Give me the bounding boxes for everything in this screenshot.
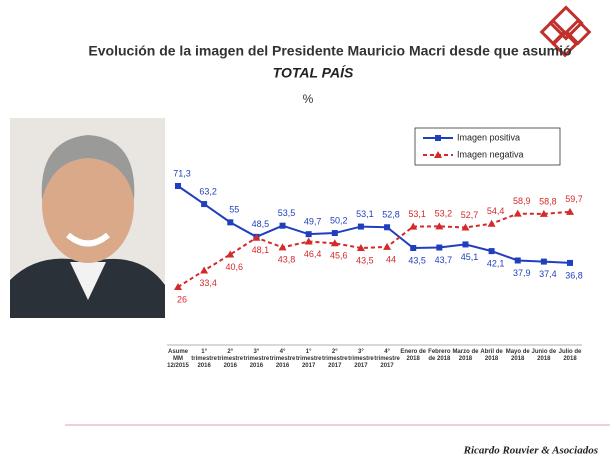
photo (10, 118, 165, 318)
marker (305, 231, 312, 238)
marker (200, 266, 209, 274)
footer: Ricardo Rouvier & Asociados (463, 445, 598, 457)
marker (331, 230, 338, 237)
value-label: 48,5 (252, 219, 270, 229)
value-label: 53,1 (356, 209, 374, 219)
marker (330, 239, 339, 247)
marker (356, 243, 365, 251)
marker (487, 219, 496, 227)
value-label: 26 (177, 294, 187, 304)
x-tick-label: Junio de 2018 (531, 349, 557, 362)
value-label: 71,3 (173, 168, 191, 178)
value-label: 53,5 (278, 208, 296, 218)
marker (410, 244, 417, 251)
value-label: 50,2 (330, 215, 348, 225)
marker (409, 222, 418, 230)
chart-title: Evolución de la imagen del Presidente Ma… (88, 43, 571, 59)
marker (304, 237, 313, 245)
marker (279, 222, 286, 229)
value-label: 45,6 (330, 251, 348, 261)
marker (539, 209, 548, 217)
marker (462, 241, 469, 248)
legend-label: Imagen negativa (457, 149, 524, 159)
x-tick-label: Marzo de 2018 (452, 349, 479, 362)
value-label: 63,2 (199, 186, 217, 196)
x-tick-label: Febrero de 2018 (428, 349, 451, 362)
marker (174, 283, 182, 291)
x-tick-label: Abril de 2018 (480, 349, 503, 362)
value-label: 40,6 (226, 262, 244, 272)
legend-marker (435, 135, 441, 141)
x-tick-label: 4° trimestre 2017 (374, 349, 400, 369)
marker (566, 207, 574, 215)
x-tick-label: 1° trimestre 2017 (295, 349, 322, 369)
value-label: 37,4 (539, 269, 557, 279)
x-tick-label: 1° trimestre 2016 (191, 349, 217, 369)
value-label: 45,1 (461, 252, 479, 262)
value-label: 43,5 (356, 255, 374, 265)
value-label: 43,5 (408, 255, 426, 265)
x-tick-label: 2° trimestre 2017 (321, 349, 348, 369)
x-tick-label: Mayo de 2018 (505, 349, 530, 362)
value-label: 59,7 (565, 194, 583, 204)
value-label: 54,4 (487, 206, 505, 216)
value-label: 53,2 (435, 209, 453, 219)
x-tick-label: Asume MM 12/2015 (167, 349, 189, 369)
value-label: 49,7 (304, 217, 322, 227)
marker (513, 209, 522, 217)
x-tick-label: 3° trimestre 2017 (348, 349, 374, 369)
marker (175, 183, 181, 190)
marker (514, 257, 521, 264)
logo (539, 5, 592, 58)
value-label: 46,4 (304, 249, 322, 259)
marker (201, 201, 208, 208)
marker (435, 222, 444, 230)
value-label: 43,7 (435, 255, 453, 265)
value-label: 37,9 (513, 268, 531, 278)
marker (436, 244, 443, 251)
value-label: 36,8 (565, 270, 583, 280)
value-label: 58,9 (513, 196, 531, 206)
legend-marker (434, 151, 442, 158)
value-label: 43,8 (278, 255, 296, 265)
marker (226, 250, 235, 258)
chart-subtitle: TOTAL PAÍS (273, 65, 354, 81)
value-label: 33,4 (199, 278, 217, 288)
value-label: 52,7 (461, 210, 479, 220)
series-line (177, 185, 571, 264)
unit-label: % (303, 92, 314, 106)
legend-label: Imagen positiva (457, 132, 520, 142)
marker (227, 219, 234, 226)
marker (540, 258, 547, 265)
value-label: 53,1 (408, 209, 426, 219)
value-label: 55 (229, 205, 239, 215)
value-label: 58,8 (539, 196, 557, 206)
x-tick-label: Enero de 2018 (400, 349, 427, 362)
marker (384, 224, 391, 231)
marker (567, 259, 573, 266)
value-label: 42,1 (487, 258, 505, 268)
marker (461, 223, 470, 231)
value-label: 44 (386, 254, 396, 264)
marker (252, 233, 261, 241)
marker (357, 223, 364, 230)
x-tick-label: 3° trimestre 2016 (243, 349, 270, 369)
legend-box (414, 127, 561, 166)
marker (278, 243, 287, 251)
series-line (177, 210, 571, 288)
marker (488, 248, 495, 255)
x-tick-label: 2° trimestre 2016 (217, 349, 244, 369)
marker (383, 242, 392, 250)
value-label: 48,1 (252, 245, 270, 255)
x-tick-label: 4° trimestre 2016 (269, 349, 296, 369)
value-label: 52,8 (382, 210, 400, 220)
x-tick-label: Julio de 2018 (558, 349, 582, 362)
